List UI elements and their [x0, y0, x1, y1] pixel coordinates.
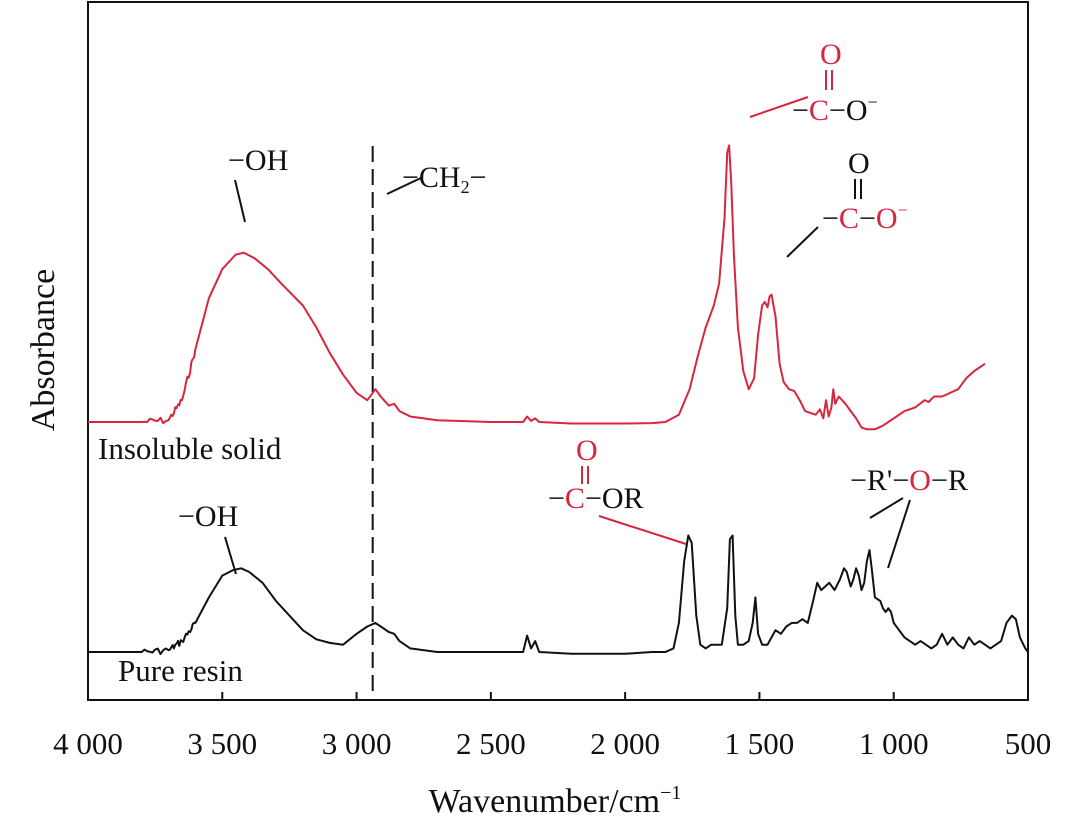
- leader-ether-1: [869, 497, 904, 519]
- x-tick-label: 1 000: [859, 726, 929, 761]
- carboxylate-2-double-o: O: [848, 147, 870, 180]
- plot-frame: [87, 1, 1029, 701]
- series-line-insoluble-solid: [88, 144, 986, 431]
- annotation-ether: −R'−O−R: [850, 464, 968, 569]
- carboxylate-1-line: −C−O−: [792, 92, 878, 127]
- series-label-insoluble: Insoluble solid: [98, 431, 282, 466]
- x-tick-label: 500: [1005, 726, 1052, 761]
- leader-ether-2: [887, 499, 911, 569]
- x-tick-label: 2 500: [456, 726, 526, 761]
- x-tick-label: 2 000: [590, 726, 660, 761]
- x-axis-title-text: Wavenumber/cm: [429, 783, 660, 820]
- annotation-oh-bottom: −OH: [178, 500, 238, 533]
- leader-oh-bottom: [224, 536, 237, 575]
- x-axis-title-sup: −1: [660, 782, 681, 804]
- x-tick-label: 3 500: [187, 726, 257, 761]
- leader-ester: [598, 515, 687, 545]
- axes: [87, 1, 1029, 701]
- leader-oh-top: [234, 179, 246, 223]
- ether-line: −R'−O−R: [850, 464, 968, 497]
- annotation-ch2: −CH2−: [402, 161, 487, 197]
- series-group: [88, 144, 1029, 656]
- ester-line: −C−OR: [548, 482, 644, 515]
- x-ticks: 4 000 3 500 3 000 2 500 2 000 1 500 1 000 500: [53, 692, 1051, 761]
- x-tick-label: 4 000: [53, 726, 123, 761]
- carboxylate-1-double-o: O: [820, 38, 842, 71]
- carboxylate-2-line: −C−O−: [822, 200, 908, 235]
- x-tick-label: 1 500: [725, 726, 795, 761]
- annotation-oh-top: −OH: [228, 144, 288, 177]
- ester-double-o: O: [576, 434, 598, 467]
- x-tick-label: 3 000: [322, 726, 392, 761]
- annotation-carboxylate-2: O −C−O−: [786, 147, 908, 258]
- annotation-carboxylate-1: O −C−O−: [749, 38, 878, 127]
- series-line-pure-resin: [88, 534, 1029, 656]
- leader-carboxylate-1: [749, 96, 809, 118]
- y-axis-title: Absorbance: [25, 269, 62, 431]
- leader-carboxylate-2: [786, 226, 819, 258]
- annotation-ester: O −C−OR: [548, 434, 687, 545]
- x-axis-title: Wavenumber/cm−1: [429, 782, 682, 820]
- series-label-pure-resin: Pure resin: [118, 653, 243, 688]
- leader-ch2: [386, 176, 424, 195]
